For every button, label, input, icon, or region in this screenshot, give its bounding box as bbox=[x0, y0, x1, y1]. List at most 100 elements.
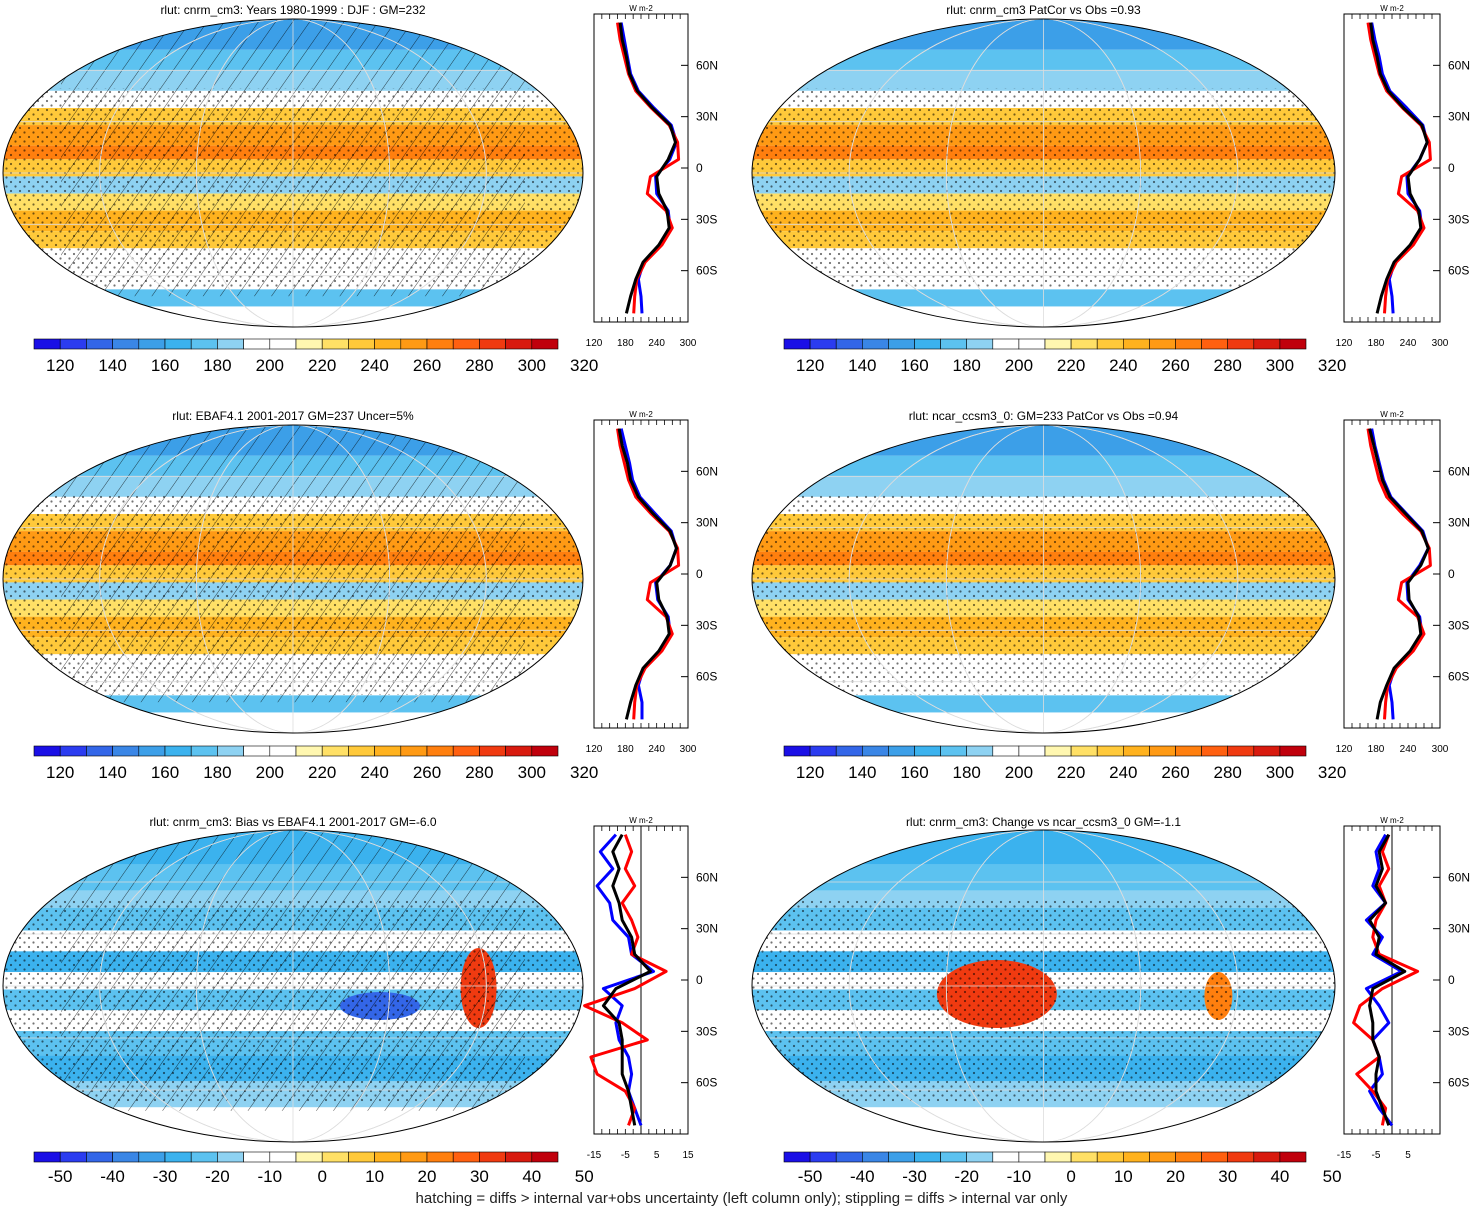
profile-y-tick-label: 0 bbox=[696, 161, 703, 175]
colorbar-bin bbox=[967, 746, 993, 756]
profile-y-tick-label: 60N bbox=[696, 58, 718, 72]
profile-x-tick-label: 180 bbox=[617, 744, 634, 755]
profile-x-tick-label: 240 bbox=[648, 744, 665, 755]
profile-y-tick-label: 60S bbox=[696, 1076, 717, 1090]
colorbar-tick-label: 280 bbox=[465, 356, 493, 375]
profile-y-tick-label: 30N bbox=[1448, 110, 1470, 124]
colorbar-bin bbox=[915, 746, 941, 756]
colorbar-tick-label: 10 bbox=[1114, 1167, 1133, 1186]
panel-title: rlut: EBAF4.1 2001-2017 GM=237 Uncer=5% bbox=[172, 409, 414, 423]
profile-y-tick-label: 30S bbox=[1448, 1024, 1469, 1038]
profile-x-tick-label: 120 bbox=[1336, 744, 1353, 755]
panel-title: rlut: cnrm_cm3: Years 1980-1999 : DJF : … bbox=[160, 3, 425, 17]
profile-frame bbox=[1344, 14, 1440, 322]
profile-y-tick-label: 30N bbox=[696, 922, 718, 936]
colorbar-bin bbox=[1045, 1152, 1071, 1162]
profile-y-tick-label: 60S bbox=[696, 264, 717, 278]
profile-y-tick-label: 60N bbox=[1448, 58, 1470, 72]
profile-x-tick-label: -15 bbox=[1337, 1150, 1352, 1161]
profile-x-tick-label: 120 bbox=[586, 744, 603, 755]
colorbar-bin bbox=[401, 339, 427, 349]
colorbar-bin bbox=[993, 1152, 1019, 1162]
colorbar-bin bbox=[1019, 339, 1045, 349]
colorbar-bin bbox=[1071, 339, 1097, 349]
profile-unit: W m-2 bbox=[629, 410, 653, 419]
colorbar-bin bbox=[1097, 1152, 1123, 1162]
colorbar-bin bbox=[1280, 1152, 1306, 1162]
colorbar-bin bbox=[1176, 339, 1202, 349]
profile-y-tick-label: 0 bbox=[696, 567, 703, 581]
panel-title: rlut: cnrm_cm3: Change vs ncar_ccsm3_0 G… bbox=[906, 815, 1181, 829]
colorbar-bin bbox=[1123, 746, 1149, 756]
colorbar-bin bbox=[375, 746, 401, 756]
map-field bbox=[3, 830, 583, 1142]
colorbar-tick-label: 320 bbox=[570, 763, 598, 782]
colorbar-bin bbox=[244, 1152, 270, 1162]
colorbar-tick-label: 260 bbox=[1161, 356, 1189, 375]
profile-unit: W m-2 bbox=[1380, 4, 1404, 13]
colorbar-bin bbox=[348, 1152, 374, 1162]
colorbar-tick-label: 120 bbox=[46, 763, 74, 782]
colorbar-tick-label: 200 bbox=[256, 356, 284, 375]
colorbar-tick-label: -10 bbox=[258, 1167, 283, 1186]
colorbar-tick-label: 300 bbox=[518, 763, 546, 782]
colorbar-tick-label: 200 bbox=[1005, 763, 1033, 782]
profile-y-tick-label: 60N bbox=[696, 464, 718, 478]
colorbar-bin bbox=[1045, 746, 1071, 756]
profile-x-tick-label: 120 bbox=[1336, 338, 1353, 349]
panel-6: rlut: cnrm_cm3: Change vs ncar_ccsm3_0 G… bbox=[752, 815, 1470, 1186]
colorbar-tick-label: 260 bbox=[1161, 763, 1189, 782]
colorbar-bin bbox=[810, 339, 836, 349]
panel-title: rlut: cnrm_cm3: Bias vs EBAF4.1 2001-201… bbox=[149, 815, 436, 829]
profile-y-tick-label: 60S bbox=[696, 670, 717, 684]
map-field bbox=[3, 19, 583, 327]
colorbar-bin bbox=[34, 339, 60, 349]
colorbar-bin bbox=[348, 746, 374, 756]
profile-y-tick-label: 60S bbox=[1448, 264, 1469, 278]
colorbar-bin bbox=[915, 1152, 941, 1162]
profile-x-tick-label: -5 bbox=[1372, 1150, 1381, 1161]
colorbar-tick-label: 320 bbox=[570, 356, 598, 375]
colorbar-bin bbox=[1123, 1152, 1149, 1162]
profile-y-tick-label: 30S bbox=[696, 618, 717, 632]
colorbar-bin bbox=[244, 746, 270, 756]
colorbar-bin bbox=[453, 1152, 479, 1162]
profile-unit: W m-2 bbox=[629, 4, 653, 13]
colorbar-tick-label: 180 bbox=[203, 763, 231, 782]
colorbar-bin bbox=[810, 746, 836, 756]
colorbar-tick-label: 180 bbox=[203, 356, 231, 375]
profile-x-tick-label: 300 bbox=[1432, 338, 1449, 349]
colorbar-bin bbox=[1280, 339, 1306, 349]
colorbar-tick-label: 240 bbox=[1109, 763, 1137, 782]
profile-y-tick-label: 30N bbox=[1448, 516, 1470, 530]
colorbar-tick-label: 300 bbox=[518, 356, 546, 375]
profile-x-tick-label: 5 bbox=[654, 1150, 660, 1161]
profile-unit: W m-2 bbox=[1380, 816, 1404, 825]
colorbar-tick-label: 300 bbox=[1266, 356, 1294, 375]
profile-y-tick-label: 0 bbox=[1448, 973, 1455, 987]
colorbar-tick-label: 0 bbox=[1066, 1167, 1075, 1186]
colorbar-bin bbox=[1097, 339, 1123, 349]
panel-3: rlut: EBAF4.1 2001-2017 GM=237 Uncer=5% 1… bbox=[3, 409, 718, 782]
profile-y-tick-label: 0 bbox=[1448, 161, 1455, 175]
colorbar-tick-label: -40 bbox=[850, 1167, 875, 1186]
colorbar-tick-label: 280 bbox=[465, 763, 493, 782]
colorbar-tick-label: 160 bbox=[900, 356, 928, 375]
colorbar-tick-label: 220 bbox=[308, 763, 336, 782]
colorbar-tick-label: 160 bbox=[900, 763, 928, 782]
colorbar-bin bbox=[427, 339, 453, 349]
colorbar-tick-label: 140 bbox=[848, 763, 876, 782]
colorbar-tick-label: 10 bbox=[365, 1167, 384, 1186]
profile-x-tick-label: -5 bbox=[621, 1150, 630, 1161]
colorbar-bin bbox=[836, 1152, 862, 1162]
colorbar-bin bbox=[60, 1152, 86, 1162]
colorbar-tick-label: 140 bbox=[848, 356, 876, 375]
colorbar-tick-label: -30 bbox=[153, 1167, 178, 1186]
colorbar-bin bbox=[401, 1152, 427, 1162]
profile-x-tick-label: 180 bbox=[617, 338, 634, 349]
colorbar-bin bbox=[34, 746, 60, 756]
profile-y-tick-label: 0 bbox=[696, 973, 703, 987]
